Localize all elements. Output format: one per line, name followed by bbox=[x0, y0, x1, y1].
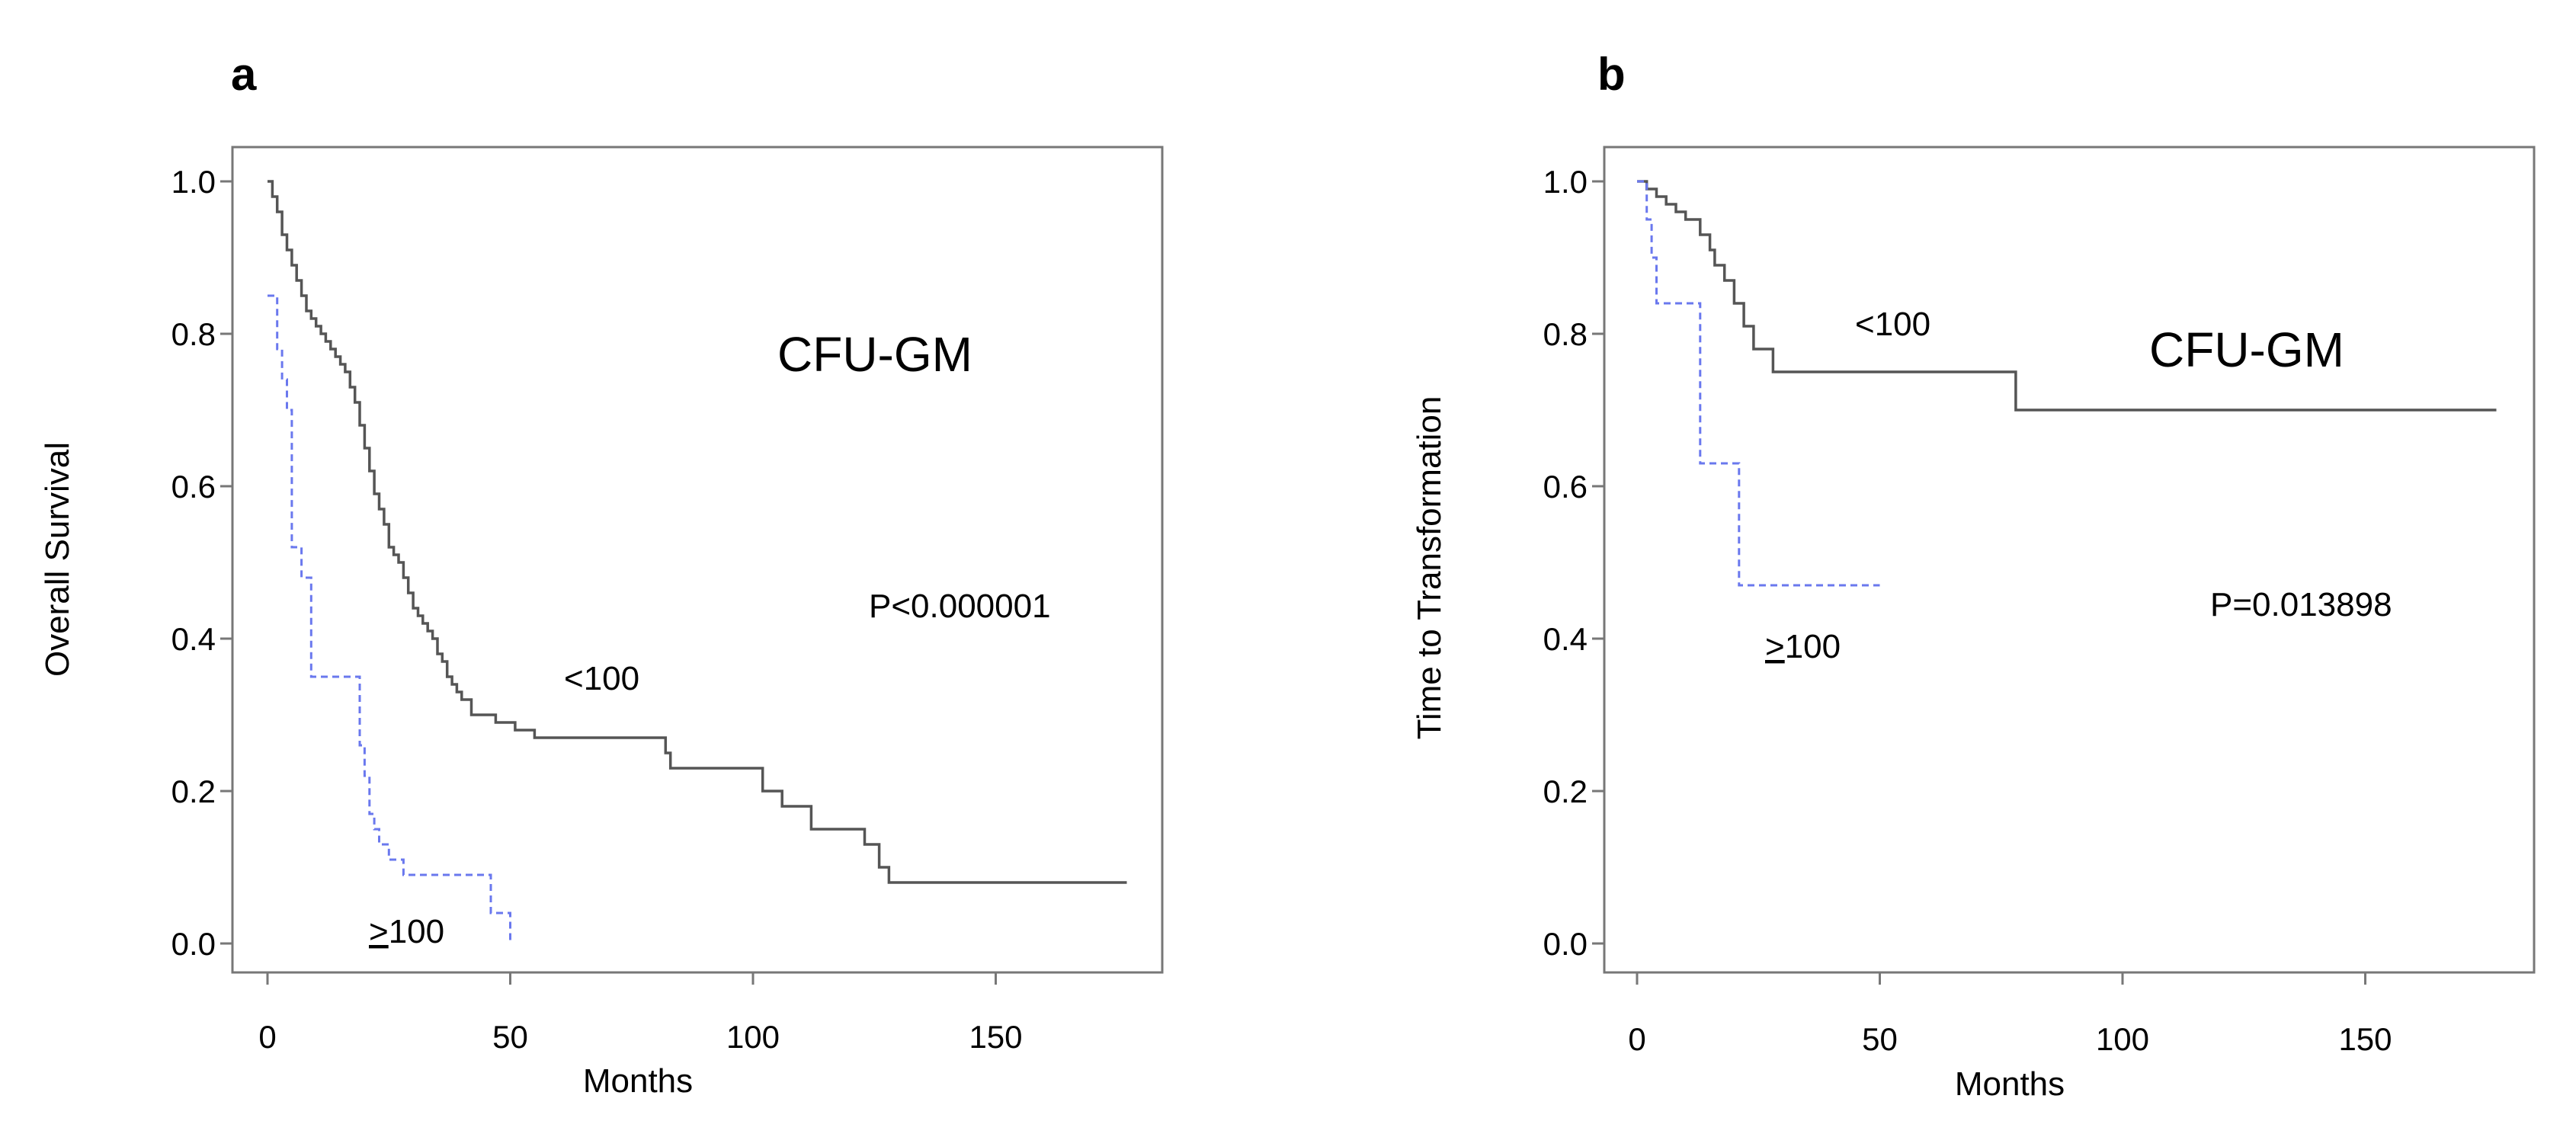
panel-b-label-below-100: <100 bbox=[1855, 306, 1930, 343]
panel-b-label-ge-100-text: 100 bbox=[1785, 628, 1841, 665]
y-tick-label: 0.6 bbox=[171, 469, 216, 505]
curve-below-100 bbox=[1637, 180, 2497, 412]
panel-b-letter: b bbox=[1597, 49, 1626, 100]
panel-b-x-axis-label: Months bbox=[1955, 1065, 2065, 1103]
y-tick-label: 0.0 bbox=[1543, 926, 1588, 962]
x-tick-label: 100 bbox=[726, 1019, 780, 1055]
x-tick-label: 150 bbox=[2338, 1021, 2392, 1057]
panel-b-y-axis: 0.0 0.2 0.4 0.6 0.8 1.0 bbox=[1543, 164, 1606, 962]
panel-a-p-value: P<0.000001 bbox=[869, 588, 1051, 625]
panel-a-x-axis: 0 50 100 150 bbox=[258, 971, 1023, 1055]
curve-ge-100 bbox=[1637, 180, 1880, 587]
y-tick-label: 0.4 bbox=[1543, 621, 1588, 657]
panel-a-label-ge-100: >100 bbox=[369, 913, 444, 950]
panel-a-cfu-gm-title: CFU-GM bbox=[777, 327, 972, 382]
x-tick-label: 0 bbox=[258, 1019, 276, 1055]
panel-a-label-ge-100-prefix: > bbox=[369, 913, 389, 950]
y-tick-label: 0.4 bbox=[171, 621, 216, 657]
panel-b-label-ge-100-prefix: > bbox=[1765, 628, 1785, 665]
y-tick-label: 0.6 bbox=[1543, 469, 1588, 505]
panel-b-label-ge-100: >100 bbox=[1765, 628, 1841, 665]
panel-b-p-value: P=0.013898 bbox=[2210, 586, 2392, 623]
panel-b-x-axis: 0 50 100 150 bbox=[1628, 971, 2392, 1057]
panel-a-label-below-100: <100 bbox=[564, 660, 639, 697]
panel-a-x-axis-label: Months bbox=[583, 1062, 693, 1100]
panel-a-label-ge-100-text: 100 bbox=[389, 913, 444, 950]
panel-a: a 0.0 0.2 0.4 0.6 0.8 1.0 0 50 100 150 Months Ov… bbox=[39, 49, 1164, 1100]
curve-ge-100 bbox=[268, 294, 511, 943]
y-tick-label: 1.0 bbox=[171, 164, 216, 200]
y-tick-label: 0.2 bbox=[1543, 774, 1588, 809]
x-tick-label: 0 bbox=[1628, 1021, 1645, 1057]
panel-a-label-below-100-text: <100 bbox=[564, 660, 639, 697]
x-tick-label: 50 bbox=[1862, 1021, 1898, 1057]
y-tick-label: 0.2 bbox=[171, 774, 216, 809]
panel-a-y-axis: 0.0 0.2 0.4 0.6 0.8 1.0 bbox=[171, 164, 234, 962]
x-tick-label: 150 bbox=[969, 1019, 1022, 1055]
panel-b-curves bbox=[1637, 180, 2497, 587]
panel-a-y-axis-label: Overall Survival bbox=[39, 442, 76, 677]
y-tick-label: 1.0 bbox=[1543, 164, 1588, 200]
y-tick-label: 0.8 bbox=[171, 316, 216, 352]
y-tick-label: 0.0 bbox=[171, 926, 216, 962]
panel-a-plot-frame bbox=[231, 146, 1164, 974]
panel-b-label-below-100-text: <100 bbox=[1855, 306, 1930, 343]
panel-a-letter: a bbox=[231, 49, 257, 100]
curve-below-100 bbox=[268, 180, 1127, 884]
panel-b-y-axis-label: Time to Transformation bbox=[1411, 396, 1448, 740]
panel-b: b 0.0 0.2 0.4 0.6 0.8 1.0 0 50 100 150 Months Ti… bbox=[1411, 49, 2536, 1103]
panel-a-curves bbox=[268, 180, 1127, 943]
y-tick-label: 0.8 bbox=[1543, 316, 1588, 352]
x-tick-label: 100 bbox=[2096, 1021, 2149, 1057]
panel-b-cfu-gm-title: CFU-GM bbox=[2149, 322, 2344, 377]
x-tick-label: 50 bbox=[492, 1019, 528, 1055]
panel-b-plot-frame bbox=[1603, 146, 2536, 974]
